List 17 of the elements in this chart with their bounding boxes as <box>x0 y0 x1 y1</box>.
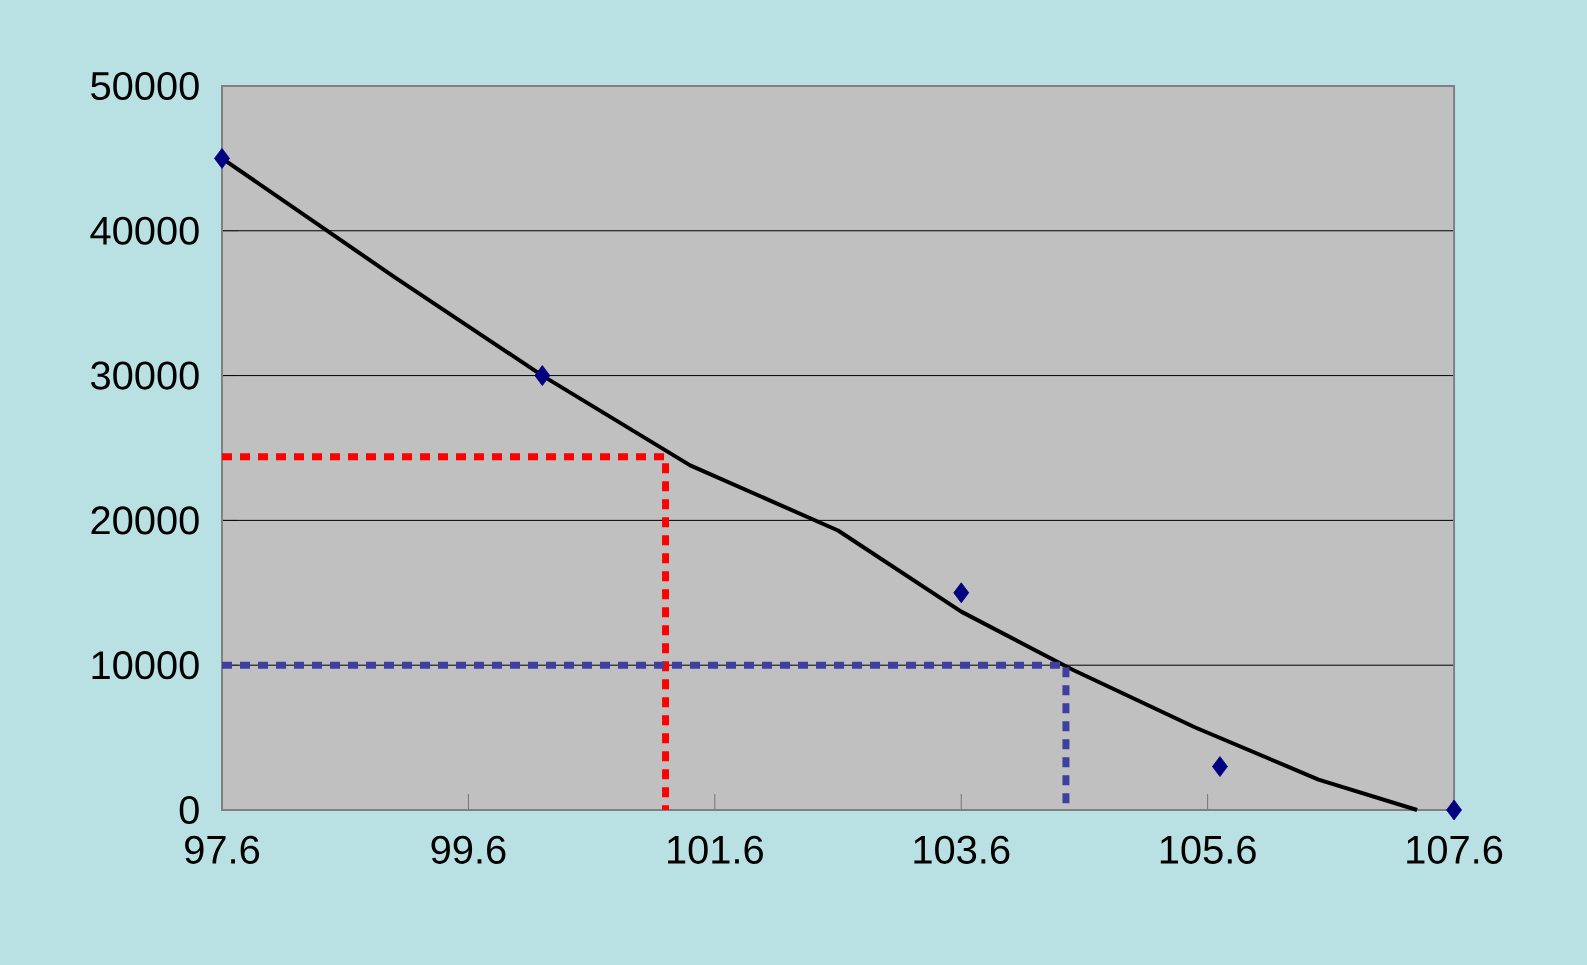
point <box>1212 756 1228 777</box>
y-tick-label: 20000 <box>91 506 199 535</box>
y-tick-label: 10000 <box>92 651 199 680</box>
point <box>534 365 551 386</box>
x-tick-label: 101.6 <box>667 835 763 864</box>
y-tick-label: 0 <box>179 795 199 825</box>
x-tick-label: 97.6 <box>185 835 260 864</box>
x-tick-label: 107.6 <box>1407 835 1503 864</box>
y-tick-label: 30000 <box>91 361 199 390</box>
x-tick-label: 99.6 <box>431 835 506 864</box>
point <box>214 147 230 169</box>
point <box>953 582 970 604</box>
x-tick-label: 105.6 <box>1160 835 1256 864</box>
x-tick-label: 103.6 <box>914 835 1010 864</box>
point <box>1446 799 1462 821</box>
y-tick-label: 50000 <box>91 71 199 101</box>
y-tick-label: 40000 <box>90 216 199 245</box>
